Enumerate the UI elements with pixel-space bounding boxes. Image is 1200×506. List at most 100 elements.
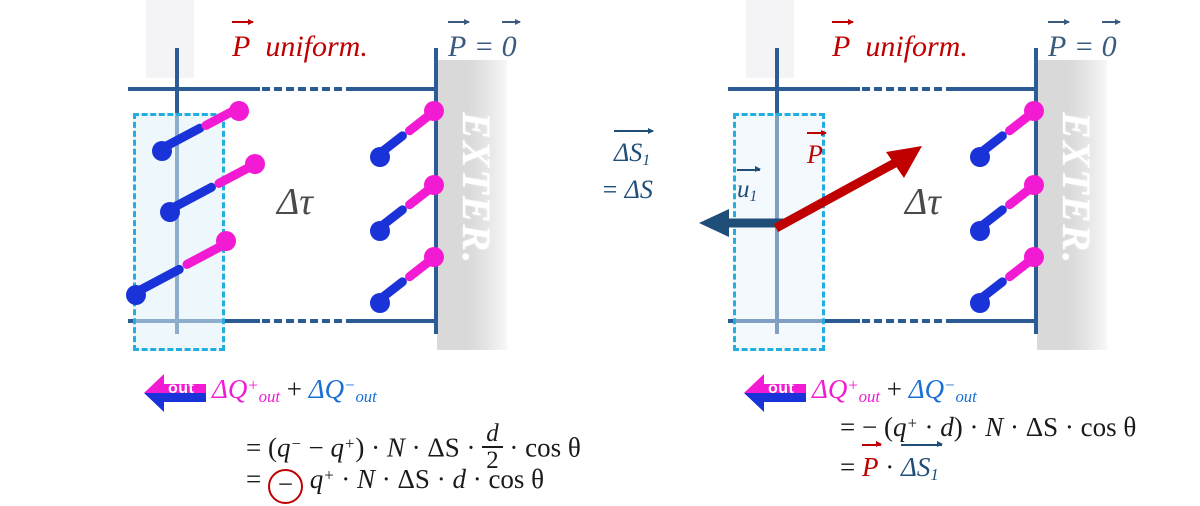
dot3-l2-left: · (466, 432, 476, 463)
wall-bottom-dashed-r (862, 319, 954, 323)
dipole-r3 (970, 247, 1044, 313)
p-zero-lhs-right: P (1048, 18, 1071, 64)
dq-plus-out-left: ΔQ+out (212, 374, 281, 407)
wall-top-solid-right (352, 87, 438, 91)
p-uniform-label-right: P uniform. (832, 18, 968, 64)
q-plus-l2-right: q (892, 412, 907, 442)
dipole-5 (370, 175, 444, 241)
ds1-symbol: ΔS1 (614, 127, 655, 170)
p-uniform-label-left: P uniform. (232, 18, 368, 64)
dot4-l3-left: · (472, 464, 482, 494)
dipole-r1 (970, 101, 1044, 167)
exterior-label-left: EXTER. (454, 112, 499, 266)
circled-minus-left: − (267, 469, 303, 504)
panel-right: EXTER. (600, 0, 1200, 506)
paren-open-l2-left: ( (267, 432, 277, 463)
wall-bottom-solid-right (352, 319, 438, 323)
eq-l3-right: = (840, 452, 856, 482)
dot2-l2-right: · (969, 412, 979, 442)
formula-line3-left: = − q+ · N · ΔS · d · cos θ (246, 464, 544, 504)
p-zero-eq-left: = (473, 30, 495, 63)
formula-line1-right: ΔQ+out + ΔQ−out (812, 374, 977, 407)
q-minus-l2-left: q (276, 432, 291, 463)
wall-top-solid-right-r (952, 87, 1038, 91)
ds1-equals-label: = ΔS (601, 175, 653, 204)
corner-haze-left (146, 0, 194, 78)
p-vector-arrow (773, 146, 922, 232)
out-arrow-label-left: out (168, 380, 195, 397)
minus-l2-right: − (861, 412, 878, 442)
deltaS-l2-left: ΔS (427, 432, 460, 463)
dipole-4 (370, 101, 444, 167)
dq-minus-out-right: ΔQ−out (908, 374, 977, 407)
dot1-l3-left: · (341, 464, 351, 494)
minus-l2-left: − (308, 432, 324, 463)
formula-line3-right: = P · ΔS1 (840, 441, 943, 485)
p-uniform-word-right: uniform. (865, 30, 968, 63)
wall-bottom-solid-left-r (728, 319, 860, 323)
delta-tau-label-right: Δτ (905, 181, 941, 223)
eq-l2-left: = (246, 432, 262, 463)
dot2-l3-left: · (381, 464, 391, 494)
out-arrow-label-right: out (768, 380, 795, 397)
wall-bottom-solid-right-r (952, 319, 1038, 323)
ds1-vector-l3-right: ΔS1 (900, 441, 943, 485)
dipole-6 (370, 247, 444, 313)
panel-left: EXTER. (126, 0, 581, 504)
N-l2-right: N (985, 412, 1004, 442)
surface-element-box-left (133, 113, 225, 351)
p-uniform-symbol-left: P (232, 18, 255, 64)
dipole-3 (126, 228, 238, 305)
exterior-region-right (1037, 60, 1107, 350)
out-arrow-glyph-left (144, 374, 206, 412)
deltaS-l2-right: ΔS (1025, 412, 1059, 442)
dot1-l2-right: · (924, 412, 934, 442)
N-l3-left: N (357, 464, 376, 494)
delta-tau-label-left: Δτ (277, 181, 313, 223)
p-zero-rhs-left: 0 (501, 18, 521, 64)
costheta-l3-left: cos θ (488, 464, 545, 494)
wall-left-inner-r (775, 48, 779, 334)
formula-line1-left: ΔQ+out + ΔQ−out (212, 374, 377, 407)
dq-plus-out-right: ΔQ+out (812, 374, 881, 407)
eq-l3-left: = (246, 464, 262, 494)
wall-top-solid-left-r (728, 87, 860, 91)
corner-haze-right (746, 0, 794, 78)
dipole-1 (152, 100, 250, 164)
dipole-2 (160, 154, 266, 222)
dq-minus-out-left: ΔQ−out (308, 374, 377, 407)
d-l3-left: d (452, 464, 466, 494)
p-zero-eq-right: = (1073, 30, 1095, 63)
wall-bottom-dashed (262, 319, 354, 323)
wall-top-solid-left (128, 87, 260, 91)
p-zero-rhs-right: 0 (1101, 18, 1121, 64)
p-vector-symbol: P (807, 129, 827, 170)
d-l2-right: d (940, 412, 954, 442)
p-uniform-symbol-right: P (832, 18, 855, 64)
formula-line2-right: = − (q+ · d) · N · ΔS · cos θ (840, 412, 1137, 442)
eq-l2-right: = (840, 412, 856, 442)
u1-unit-vector-label: u1 (737, 166, 762, 206)
dot3-l2-right: · (1010, 412, 1020, 442)
dot1-l2-left: · (371, 432, 381, 463)
deltaS-l3-left: ΔS (397, 464, 430, 494)
p-vector-l3-right: P (861, 441, 882, 483)
plus-join-left: + (286, 374, 303, 404)
exterior-label-right: EXTER. (1054, 112, 1099, 266)
p-zero-lhs-left: P (448, 18, 471, 64)
wall-top-dashed-r (862, 87, 954, 91)
dipole-r2 (970, 175, 1044, 241)
paren-open-l2-right: ( (883, 412, 893, 442)
paren-close-l2-right: ) (953, 412, 963, 442)
p-zero-label-right: P = 0 (1048, 18, 1121, 64)
p-vector-label: P (807, 129, 827, 170)
q-plus-l2-left: q (330, 432, 345, 463)
out-arrow-left: out (142, 372, 208, 414)
surface-element-box-right (733, 113, 825, 351)
p-zero-label-left: P = 0 (448, 18, 521, 64)
ds1-label: ΔS1 (614, 127, 655, 170)
dot-l3-right: · (885, 452, 895, 482)
costheta-l2-left: cos θ (525, 432, 581, 463)
